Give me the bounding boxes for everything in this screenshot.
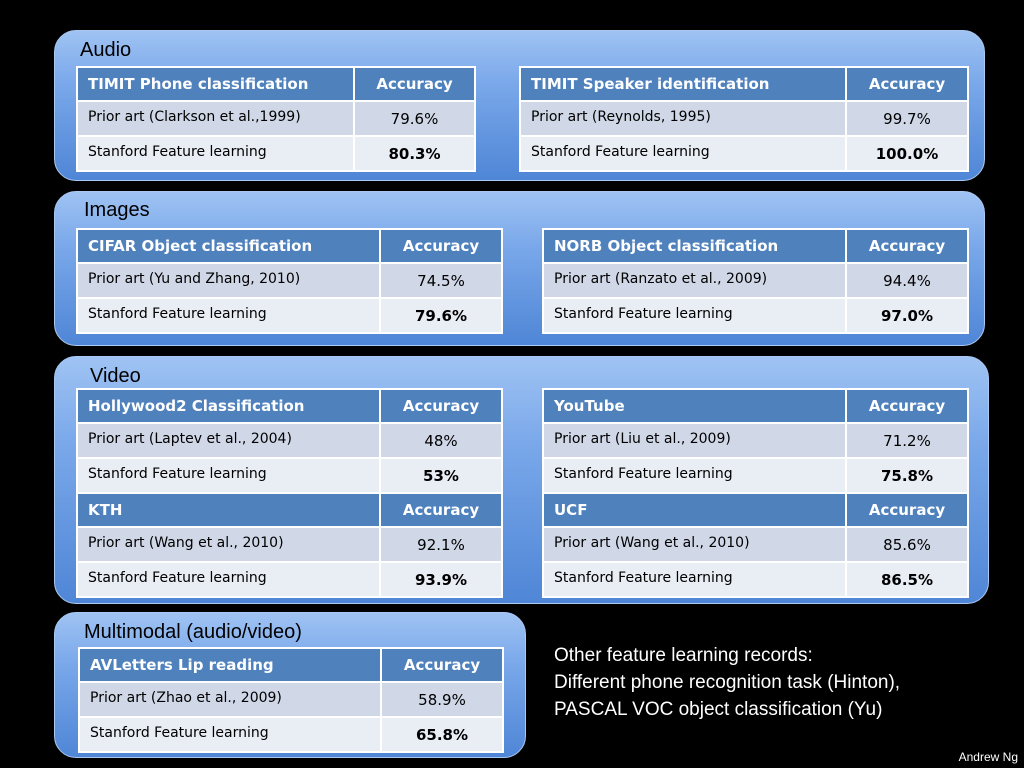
author-credit: Andrew Ng [958, 750, 1018, 764]
results-table-avletters: AVLetters Lip reading Accuracy Prior art … [78, 647, 504, 753]
results-table-timit-speaker: TIMIT Speaker identification Accuracy Pri… [519, 66, 969, 172]
table-metric-header: Accuracy [353, 66, 476, 102]
prior-art-label: Prior art (Liu et al., 2009) [542, 422, 847, 459]
prior-art-label: Prior art (Yu and Zhang, 2010) [76, 262, 381, 299]
results-table-norb: NORB Object classification Accuracy Prior… [542, 228, 969, 334]
stanford-label: Stanford Feature learning [542, 561, 847, 598]
table-task-header: AVLetters Lip reading [78, 647, 382, 683]
prior-art-label: Prior art (Reynolds, 1995) [519, 100, 847, 137]
table-metric-header: Accuracy [845, 228, 969, 264]
video-section-title: Video [90, 365, 141, 387]
note-line-3: PASCAL VOC object classification (Yu) [554, 699, 883, 720]
prior-art-value: 58.9% [380, 681, 504, 718]
table-task-header: TIMIT Speaker identification [519, 66, 847, 102]
prior-art-label: Prior art (Ranzato et al., 2009) [542, 262, 847, 299]
results-table-kth: KTH Accuracy Prior art (Wang et al., 2010… [76, 492, 503, 598]
table-metric-header: Accuracy [379, 228, 503, 264]
table-task-header: Hollywood2 Classification [76, 388, 381, 424]
stanford-value: 79.6% [379, 297, 503, 334]
stanford-label: Stanford Feature learning [78, 716, 382, 753]
stanford-label: Stanford Feature learning [76, 135, 355, 172]
stanford-value: 93.9% [379, 561, 503, 598]
other-records-note: Other feature learning records: Differen… [554, 642, 900, 723]
stanford-value: 65.8% [380, 716, 504, 753]
audio-section-title: Audio [80, 39, 132, 61]
prior-art-label: Prior art (Clarkson et al.,1999) [76, 100, 355, 137]
table-task-header: TIMIT Phone classification [76, 66, 355, 102]
prior-art-value: 85.6% [845, 526, 969, 563]
prior-art-label: Prior art (Wang et al., 2010) [76, 526, 381, 563]
stanford-value: 86.5% [845, 561, 969, 598]
table-metric-header: Accuracy [380, 647, 504, 683]
prior-art-value: 92.1% [379, 526, 503, 563]
stanford-label: Stanford Feature learning [76, 297, 381, 334]
stanford-label: Stanford Feature learning [542, 457, 847, 494]
prior-art-value: 99.7% [845, 100, 969, 137]
table-task-header: NORB Object classification [542, 228, 847, 264]
results-table-cifar: CIFAR Object classification Accuracy Prio… [76, 228, 503, 334]
table-metric-header: Accuracy [845, 66, 969, 102]
table-metric-header: Accuracy [379, 388, 503, 424]
prior-art-value: 79.6% [353, 100, 476, 137]
stanford-value: 75.8% [845, 457, 969, 494]
prior-art-label: Prior art (Zhao et al., 2009) [78, 681, 382, 718]
stanford-value: 53% [379, 457, 503, 494]
results-table-timit-phone: TIMIT Phone classification Accuracy Prior… [76, 66, 476, 172]
prior-art-value: 94.4% [845, 262, 969, 299]
multimodal-section-title: Multimodal (audio/video) [84, 621, 302, 643]
note-line-2: Different phone recognition task (Hinton… [554, 672, 901, 693]
images-section-title: Images [84, 199, 150, 221]
stanford-label: Stanford Feature learning [76, 561, 381, 598]
results-table-ucf: UCF Accuracy Prior art (Wang et al., 2010… [542, 492, 969, 598]
stanford-value: 97.0% [845, 297, 969, 334]
prior-art-label: Prior art (Wang et al., 2010) [542, 526, 847, 563]
prior-art-value: 48% [379, 422, 503, 459]
results-table-hollywood2: Hollywood2 Classification Accuracy Prior … [76, 388, 503, 494]
stanford-label: Stanford Feature learning [76, 457, 381, 494]
table-metric-header: Accuracy [845, 388, 969, 424]
stanford-label: Stanford Feature learning [542, 297, 847, 334]
results-table-youtube: YouTube Accuracy Prior art (Liu et al., 2… [542, 388, 969, 494]
table-metric-header: Accuracy [379, 492, 503, 528]
table-metric-header: Accuracy [845, 492, 969, 528]
table-task-header: YouTube [542, 388, 847, 424]
stanford-label: Stanford Feature learning [519, 135, 847, 172]
table-task-header: UCF [542, 492, 847, 528]
table-task-header: CIFAR Object classification [76, 228, 381, 264]
table-task-header: KTH [76, 492, 381, 528]
prior-art-value: 71.2% [845, 422, 969, 459]
note-line-1: Other feature learning records: [554, 645, 813, 666]
stanford-value: 100.0% [845, 135, 969, 172]
prior-art-value: 74.5% [379, 262, 503, 299]
stanford-value: 80.3% [353, 135, 476, 172]
prior-art-label: Prior art (Laptev et al., 2004) [76, 422, 381, 459]
